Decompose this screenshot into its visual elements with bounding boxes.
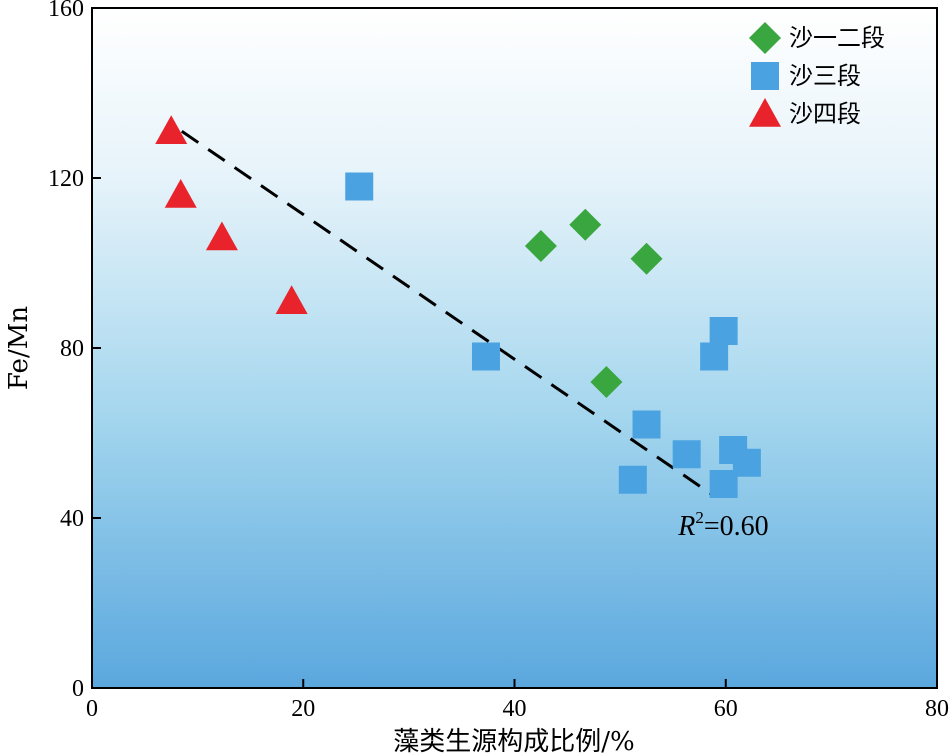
x-tick-label: 40 (503, 696, 527, 722)
data-point-square (345, 172, 374, 201)
y-tick-label: 80 (60, 336, 84, 362)
data-point-diamond (524, 230, 557, 262)
data-point-square (471, 342, 500, 371)
axis-ticks: 0 20 40 60 80 0 40 80 120 160 (48, 0, 949, 722)
plot-background (92, 8, 937, 688)
fit-line-group (180, 130, 717, 498)
data-point-diamond (590, 366, 623, 398)
legend-label: 沙三段 (789, 62, 861, 90)
legend-marker-square (751, 62, 779, 90)
x-tick-label: 80 (925, 696, 949, 722)
data-point-square (732, 448, 761, 477)
data-point-square (700, 342, 729, 371)
data-point-triangle (155, 115, 188, 145)
data-point-triangle (164, 179, 197, 208)
legend-marker-diamond (749, 22, 781, 54)
y-axis-title: Fe/Mn (4, 306, 34, 390)
data-point-square (618, 465, 647, 494)
data-point-square (709, 317, 738, 345)
fit-line (180, 130, 717, 498)
x-tick-label: 0 (86, 696, 98, 722)
x-tick-label: 20 (291, 696, 315, 722)
data-point-square (672, 440, 701, 469)
data-point-diamond (630, 242, 663, 275)
data-point-square (632, 410, 661, 439)
data-point-diamond (569, 208, 602, 241)
r-squared-annotation: R2=0.60 (677, 508, 768, 542)
y-tick-label: 0 (72, 676, 84, 702)
y-tick-label: 160 (48, 0, 84, 22)
legend-label: 沙四段 (789, 100, 861, 128)
data-point-triangle (205, 221, 238, 251)
data-points (155, 115, 761, 498)
x-axis-title: 藻类生源构成比例/% (393, 727, 634, 754)
y-tick-label: 40 (60, 506, 84, 532)
y-tick-label: 120 (48, 166, 84, 192)
legend-label: 沙一二段 (789, 24, 885, 52)
legend-marker-triangle (749, 98, 781, 127)
data-point-triangle (275, 285, 308, 315)
plot-frame (91, 7, 938, 689)
x-tick-label: 60 (714, 696, 738, 722)
